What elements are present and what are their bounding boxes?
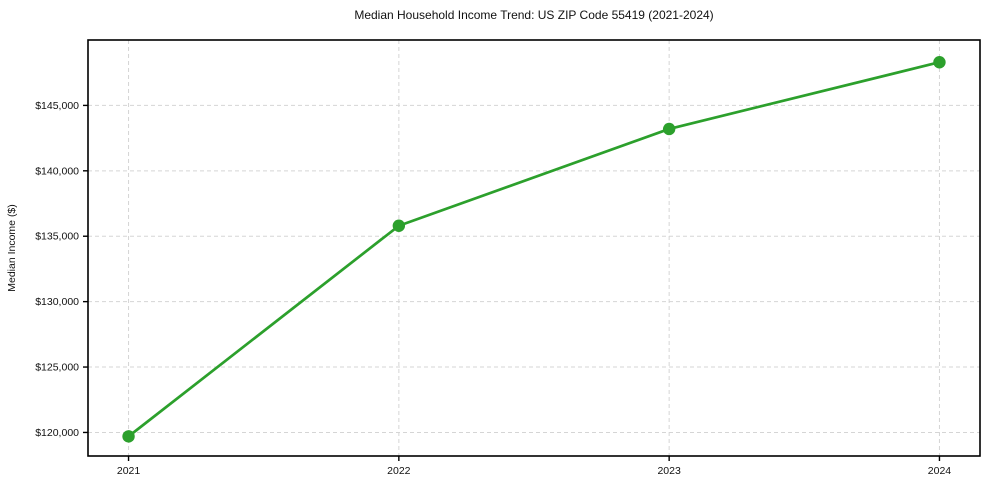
- x-tick-label: 2023: [657, 465, 681, 477]
- y-axis-label: Median Income ($): [6, 204, 18, 292]
- y-tick-label: $120,000: [35, 427, 79, 439]
- y-tick-label: $135,000: [35, 231, 79, 243]
- chart-title: Median Household Income Trend: US ZIP Co…: [354, 8, 714, 22]
- data-point-marker: [122, 430, 135, 443]
- data-point-marker: [662, 122, 676, 136]
- x-tick-label: 2024: [928, 465, 952, 477]
- data-line: [127, 60, 941, 438]
- y-tick-label: $140,000: [35, 165, 79, 177]
- y-tick-label: $125,000: [35, 362, 79, 374]
- y-tick-label: $145,000: [35, 100, 79, 112]
- y-tick-label: $130,000: [35, 296, 79, 308]
- data-point-marker: [933, 56, 946, 69]
- plot-frame: [87, 39, 981, 457]
- data-point-marker: [392, 219, 406, 232]
- x-tick-label: 2022: [387, 465, 411, 477]
- x-tick-label: 2021: [117, 465, 141, 477]
